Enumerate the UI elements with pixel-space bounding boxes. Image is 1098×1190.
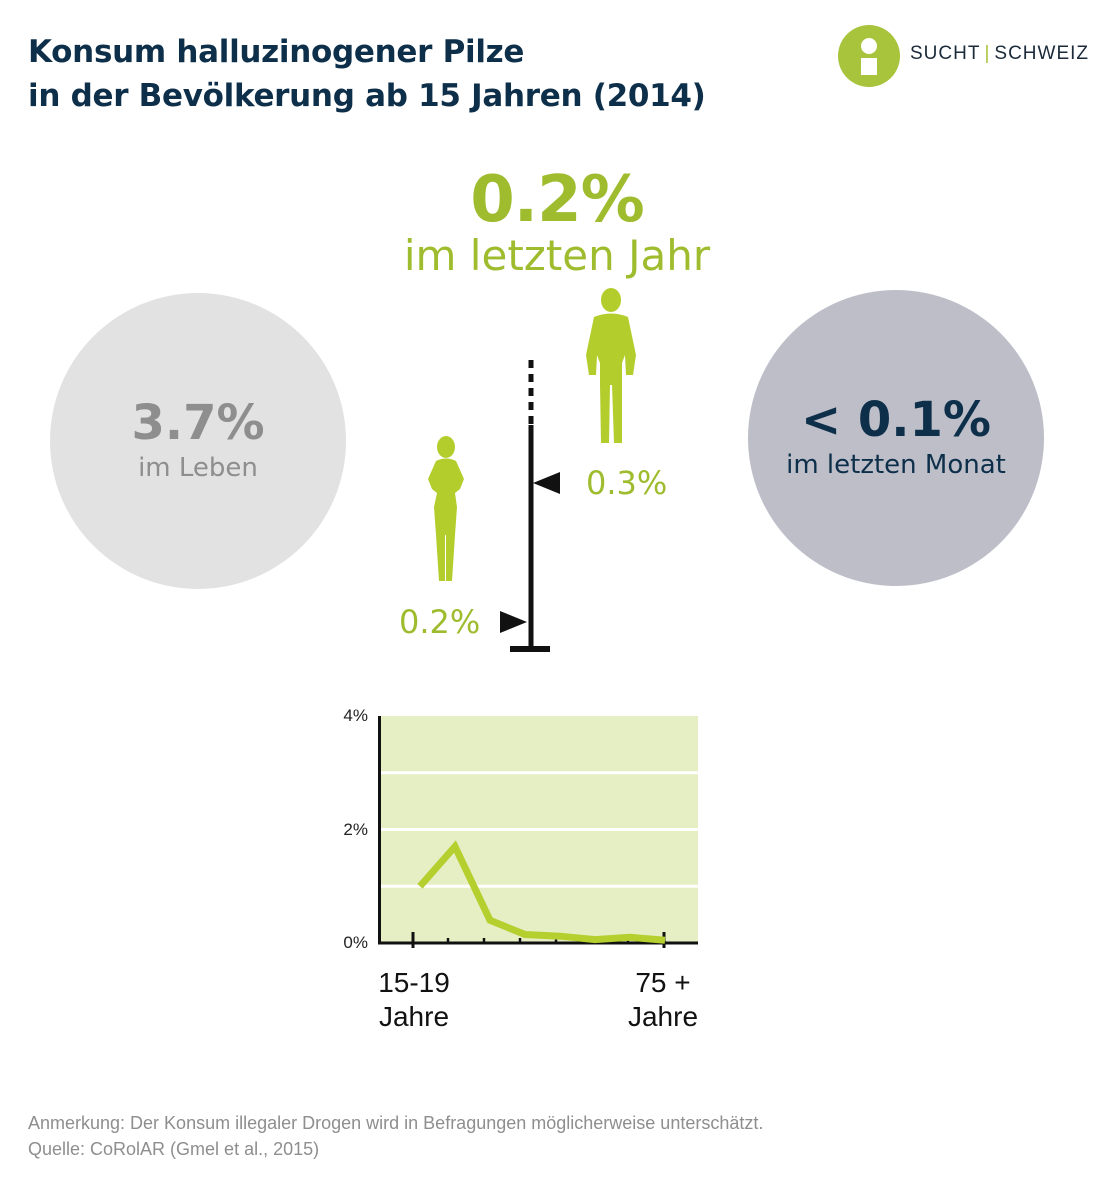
footnote-source: Quelle: CoRolAR (Gmel et al., 2015) [28,1139,320,1159]
page-title: Konsum halluzinogener Pilze in der Bevöl… [28,30,706,118]
lifetime-value: 3.7% [131,395,265,451]
logo-wordmark: SUCHT | SCHWEIZ [910,43,1089,65]
x-label-last: 75 + Jahre [603,966,723,1034]
last-year-value: 0.2% [470,163,645,237]
x-label-first-line1: 15-19 [378,967,450,998]
y-tick-label: 4% [343,706,368,725]
male-silhouette-icon [586,288,636,443]
gender-scale-graphic [428,288,636,652]
x-label-last-line1: 75 + [635,967,691,998]
title-line-1: Konsum halluzinogener Pilze [28,34,525,70]
x-label-first: 15-19 Jahre [354,966,474,1034]
logo-separator: | [984,43,991,64]
lifetime-circle: 3.7% im Leben [50,293,346,589]
male-marker-icon [533,472,560,494]
last-month-label: im letzten Monat [786,450,1006,480]
last-year-label: im letzten Jahr [403,231,711,280]
footnote: Anmerkung: Der Konsum illegaler Drogen w… [28,1110,763,1162]
logo-text-left: SUCHT [910,43,981,64]
x-label-first-line2: Jahre [378,1001,450,1032]
female-silhouette-icon [428,436,464,581]
y-tick-label: 2% [343,819,368,839]
male-value: 0.3% [586,464,668,502]
age-line-chart [378,716,698,948]
last-month-circle: < 0.1% im letzten Monat [748,290,1044,586]
lifetime-label: im Leben [138,453,258,483]
series-line [417,840,666,944]
logo-text-right: SCHWEIZ [994,43,1089,64]
y-tick-label: 0% [343,933,368,952]
title-line-2: in der Bevölkerung ab 15 Jahren (2014) [28,78,706,114]
female-value: 0.2% [399,603,481,641]
x-label-last-line2: Jahre [627,1001,699,1032]
last-month-value: < 0.1% [800,392,992,448]
footnote-note: Anmerkung: Der Konsum illegaler Drogen w… [28,1113,764,1133]
female-marker-icon [500,611,527,633]
sucht-schweiz-logo-icon [838,25,900,87]
